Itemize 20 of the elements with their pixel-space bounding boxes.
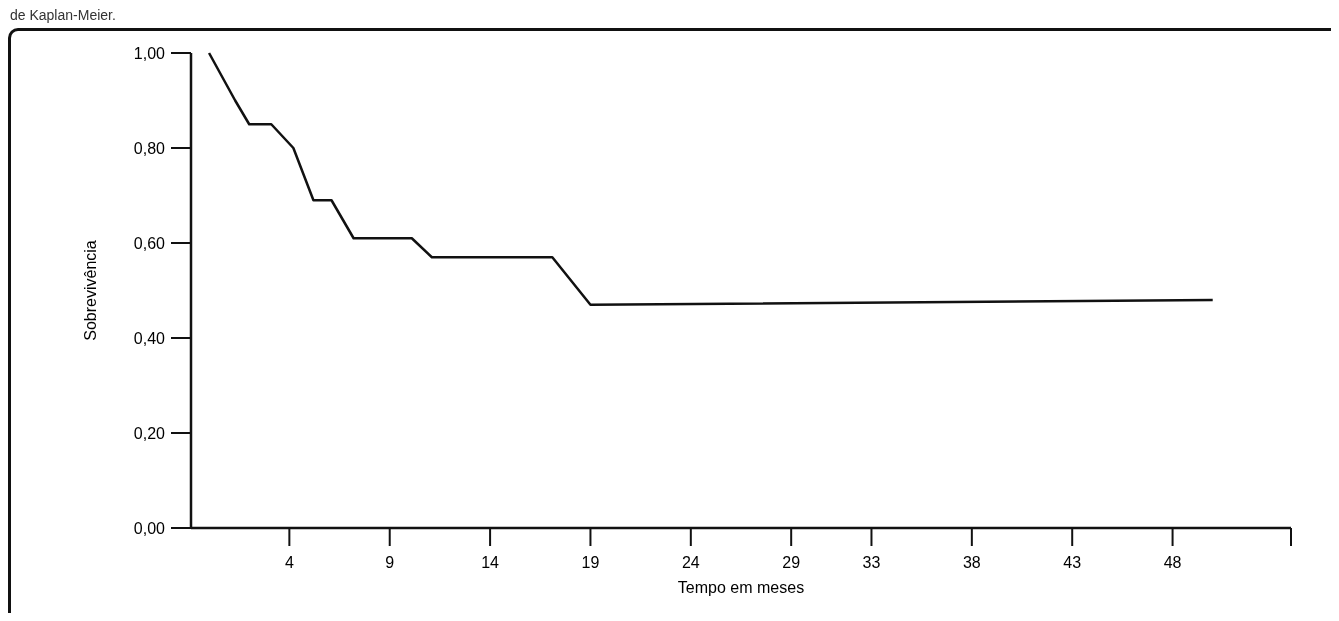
x-tick-label: 33: [862, 554, 881, 571]
y-tick-label: 0,40: [133, 329, 166, 347]
x-tick-label: 48: [1163, 554, 1182, 571]
x-axis-title: Tempo em meses: [677, 579, 805, 596]
x-tick-label: 9: [385, 554, 395, 571]
y-tick-label: 0,80: [133, 139, 166, 157]
x-tick-label: 43: [1063, 554, 1082, 571]
y-tick-label: 0,20: [133, 424, 166, 442]
x-tick-label: 19: [581, 554, 600, 571]
text: de Kaplan-Meier.: [10, 7, 116, 23]
y-axis-title: Sobrevivência: [82, 240, 99, 341]
x-tick-label: 38: [962, 554, 981, 571]
y-tick-label: 0,00: [133, 519, 166, 537]
x-tick-label: 4: [284, 554, 294, 571]
y-tick-label: 0,60: [133, 234, 166, 252]
x-tick-label: 14: [481, 554, 500, 571]
y-tick-label: 1,00: [133, 44, 166, 62]
line-series: [207, 51, 1214, 306]
x-tick-label: 29: [782, 554, 801, 571]
x-tick-label: 24: [681, 554, 700, 571]
